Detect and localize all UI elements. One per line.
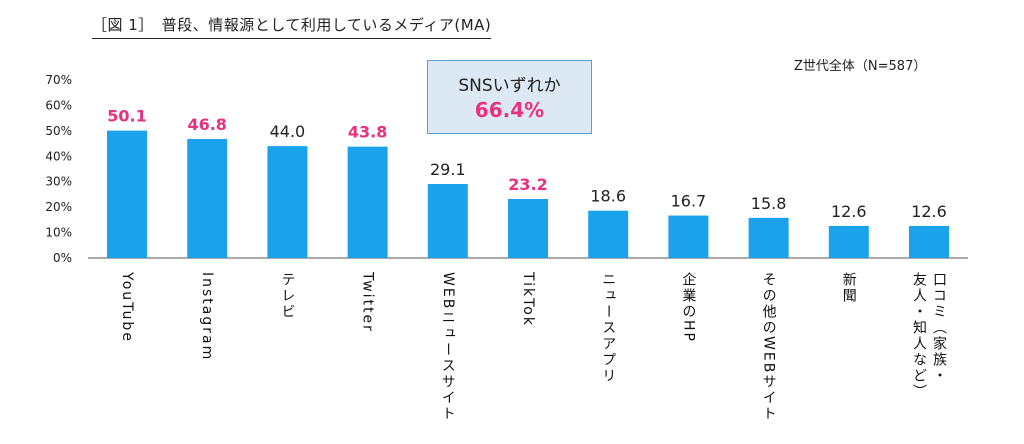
category-label: TikTok xyxy=(520,271,536,327)
value-label: 50.1 xyxy=(107,107,146,126)
value-label: 18.6 xyxy=(590,187,626,206)
chart-title: ［図 1］ 普段、情報源として利用しているメディア(MA) xyxy=(92,14,492,39)
sns-callout-label: SNSいずれか xyxy=(458,76,561,96)
category-label: 口コミ（家族・ xyxy=(931,272,947,384)
value-label: 12.6 xyxy=(911,202,947,221)
category-label: 企業のHP xyxy=(680,271,696,343)
sns-callout-value: 66.4% xyxy=(474,98,545,122)
y-tick-label: 0% xyxy=(53,251,72,265)
value-label: 12.6 xyxy=(831,202,867,221)
bar xyxy=(187,138,228,258)
category-label: Twitter xyxy=(360,271,376,333)
y-tick-label: 30% xyxy=(45,175,72,189)
value-label: 44.0 xyxy=(270,122,306,141)
bar xyxy=(107,130,147,258)
bar xyxy=(427,184,468,258)
bar xyxy=(909,225,949,258)
category-label: Instagram xyxy=(199,272,215,361)
category-label: 新聞 xyxy=(841,272,857,304)
bar xyxy=(748,217,789,258)
bar xyxy=(588,210,629,258)
value-label: 16.7 xyxy=(671,192,707,211)
value-label: 23.2 xyxy=(508,175,547,194)
category-label: その他のWEBサイト xyxy=(761,272,777,422)
category-label: 友人・知人など） xyxy=(911,272,927,400)
y-tick-label: 50% xyxy=(45,124,72,138)
y-tick-label: 60% xyxy=(45,98,72,112)
bar xyxy=(668,215,709,258)
value-label: 15.8 xyxy=(751,194,787,213)
category-label: YouTube xyxy=(119,271,135,343)
category-label: WEBニュースサイト xyxy=(440,272,456,422)
sns-callout-box: SNSいずれか 66.4% xyxy=(427,60,592,134)
category-label: ニュースアプリ xyxy=(600,272,616,384)
y-tick-label: 10% xyxy=(45,226,72,240)
bar xyxy=(347,146,388,258)
sample-size-label: Z世代全体（N=587） xyxy=(794,59,927,74)
y-tick-label: 40% xyxy=(45,149,72,163)
bar xyxy=(267,146,308,258)
value-label: 29.1 xyxy=(430,160,466,179)
y-tick-label: 70% xyxy=(45,73,72,87)
value-label: 43.8 xyxy=(348,123,387,142)
bar xyxy=(508,199,548,258)
category-label: テレビ xyxy=(279,272,295,320)
y-tick-label: 20% xyxy=(45,200,72,214)
value-label: 46.8 xyxy=(187,115,226,134)
bar xyxy=(828,225,869,258)
